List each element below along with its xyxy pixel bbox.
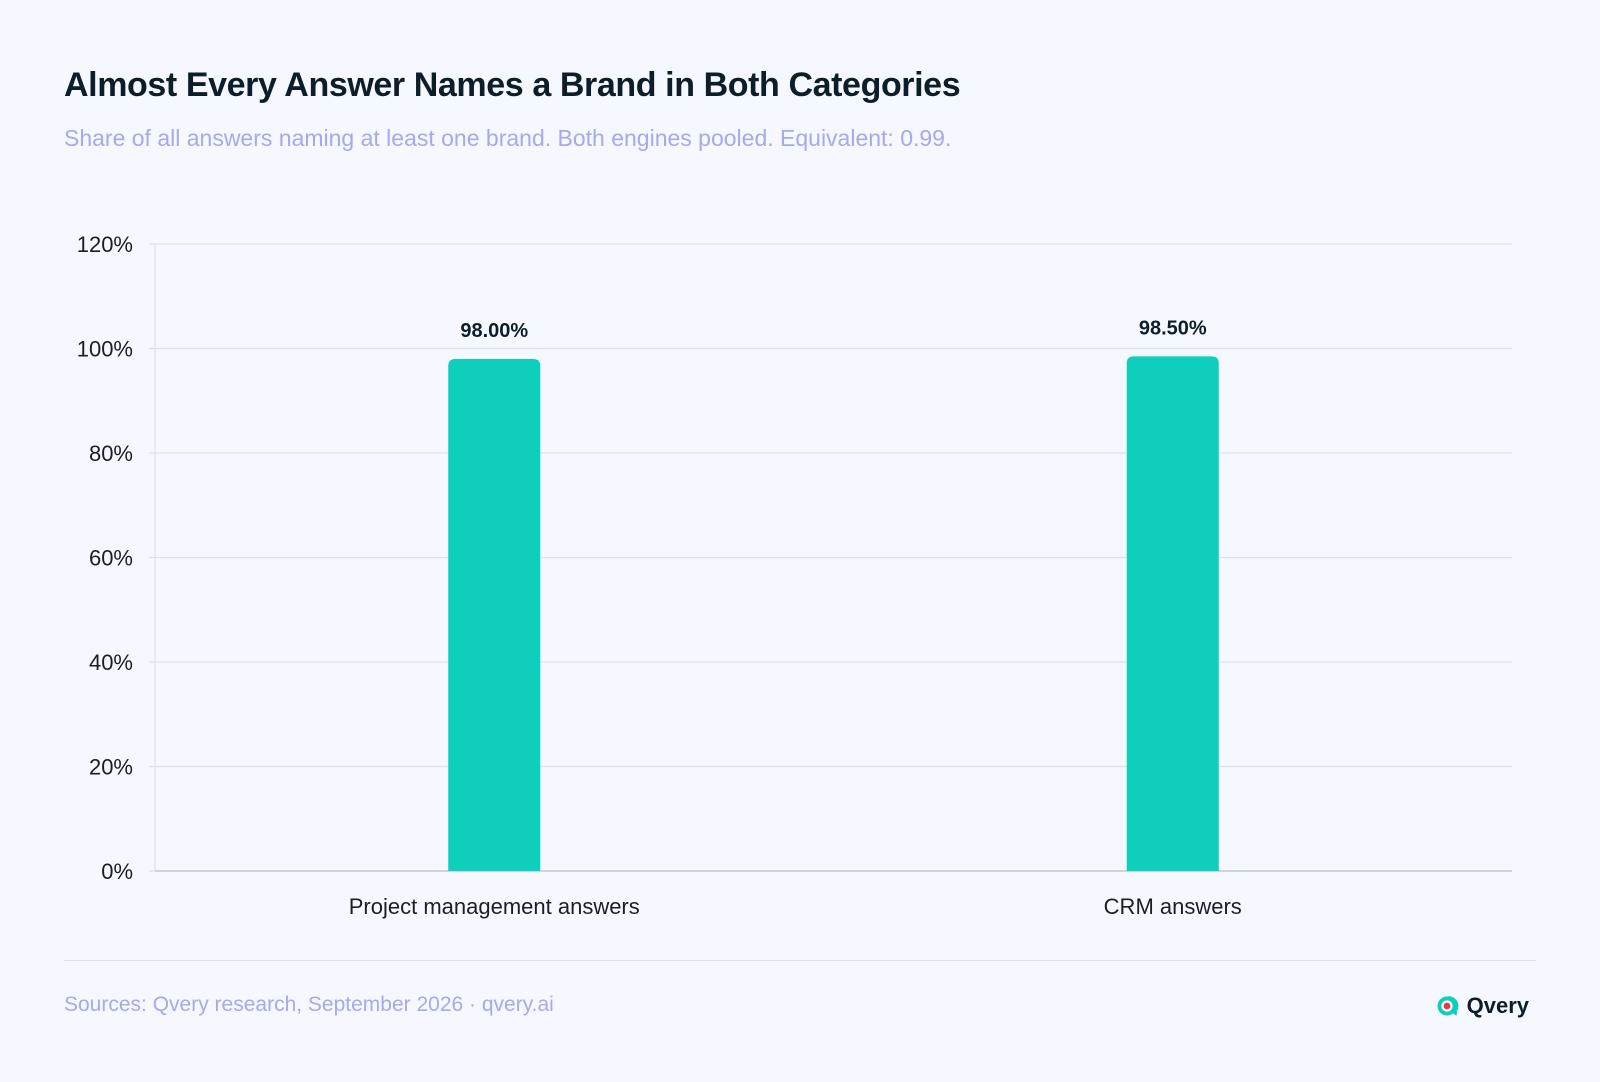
- x-tick-label: CRM answers: [1104, 894, 1242, 919]
- y-tick-labels: 0% 20% 40% 60% 80% 100% 120%: [77, 232, 133, 884]
- footer-sources: Sources: Qvery research, September 2026 …: [64, 993, 554, 1016]
- grid-lines: [155, 243, 1512, 768]
- data-label: 98.00%: [460, 320, 528, 342]
- x-tick-label: Project management answers: [349, 894, 640, 919]
- bar: [1126, 356, 1219, 871]
- bar: [448, 358, 541, 871]
- x-tick-labels: Project management answers CRM answers: [349, 894, 1242, 919]
- y-tick-label: 100%: [77, 337, 133, 362]
- y-tick-label: 20%: [89, 755, 133, 780]
- y-tick-label: 120%: [77, 232, 133, 257]
- bars: [448, 356, 1219, 871]
- data-labels: 98.00% 98.50%: [460, 317, 1207, 342]
- footer-divider: [64, 960, 1536, 961]
- y-tick-label: 0%: [101, 859, 133, 884]
- axes: [149, 243, 1512, 872]
- y-tick-label: 40%: [89, 650, 133, 675]
- chart-subtitle: Share of all answers naming at least one…: [64, 125, 952, 151]
- data-label: 98.50%: [1139, 317, 1207, 339]
- y-tick-label: 80%: [89, 441, 133, 466]
- brand: Qvery: [1435, 993, 1529, 1019]
- bar-chart: 0% 20% 40% 60% 80% 100% 120% 98.00% 98.50% Proj…: [77, 232, 1512, 919]
- brand-name: Qvery: [1466, 993, 1529, 1018]
- chart-title: Almost Every Answer Names a Brand in Bot…: [64, 66, 961, 104]
- qvery-logo-icon: [1437, 996, 1459, 1016]
- y-tick-label: 60%: [89, 546, 133, 571]
